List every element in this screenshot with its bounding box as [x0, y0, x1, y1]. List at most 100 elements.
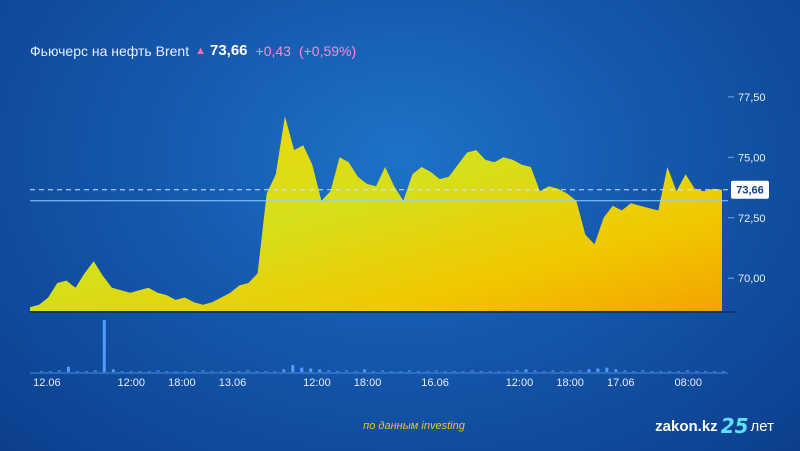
volume-bar [174, 371, 178, 372]
volume-bar [318, 369, 322, 372]
volume-bar [354, 371, 358, 372]
volume-bar [66, 366, 70, 372]
y-axis: 70,00 72,50 75,00 77,50 [728, 92, 766, 285]
volume-bar [282, 369, 286, 372]
volume-bar [389, 371, 393, 372]
volume-bar [479, 371, 483, 372]
volume-bar [407, 370, 411, 372]
volume-bar [614, 369, 618, 372]
volume-bar [40, 371, 43, 372]
volume-bar [470, 370, 474, 372]
volume-bar [291, 365, 295, 372]
x-tick-label: 12:00 [506, 377, 534, 389]
volume-bar [668, 371, 672, 372]
volume-bar [632, 371, 636, 372]
volume-bar [398, 371, 402, 372]
volume-bar [309, 368, 313, 372]
volume-bar [443, 371, 447, 372]
volume-bar [695, 371, 699, 372]
volume-bar [111, 369, 115, 372]
x-tick-label: 08:00 [674, 377, 702, 389]
volume-bar [210, 371, 214, 372]
volume-bar [219, 371, 223, 372]
volume-bar [300, 367, 304, 372]
logo: zakon.kz 25 лет [655, 414, 774, 438]
volume-bar [84, 371, 88, 372]
x-tick-label: 12.06 [33, 377, 61, 389]
volume-bar [165, 371, 169, 372]
price-area [30, 116, 735, 313]
volume-bar [183, 371, 187, 372]
price-area-fill [30, 116, 722, 312]
y-tick-label: 77,50 [738, 92, 766, 104]
volume-bar [686, 370, 690, 372]
y-tick-label: 70,00 [738, 273, 766, 285]
price-change: +0,43 [255, 42, 291, 59]
volume-bar [264, 371, 268, 372]
volume-bar [578, 370, 582, 372]
logo-suffix: лет [750, 417, 774, 435]
volume-bar [363, 369, 367, 372]
volume-bar [461, 371, 465, 372]
y-tick-label: 75,00 [738, 152, 766, 164]
volume-bar [524, 369, 528, 372]
volume-bar [336, 371, 340, 372]
logo-text: zakon.kz [655, 417, 718, 435]
volume-bar [722, 371, 725, 372]
price-change-percent: (+0,59%) [298, 42, 357, 59]
volume-bar [488, 371, 492, 372]
volume-bar [542, 371, 546, 372]
y-tick-label: 72,50 [738, 213, 766, 225]
volume-bar [641, 370, 645, 372]
volume-bars [30, 320, 728, 374]
volume-bar [650, 371, 654, 372]
volume-bar [677, 371, 681, 372]
logo-anniversary-number: 25 [720, 414, 749, 438]
volume-bar [659, 371, 663, 372]
volume-bar [147, 371, 151, 372]
x-tick-label: 13.06 [219, 377, 247, 389]
volume-bar [255, 371, 259, 372]
current-price: 73,66 [209, 42, 248, 59]
volume-bar [228, 371, 232, 372]
volume-bar [246, 370, 250, 372]
volume-bar [327, 370, 331, 372]
x-tick-label: 12:00 [303, 377, 331, 389]
current-price-marker: 73,66 [30, 180, 769, 202]
current-price-label: 73,66 [736, 185, 764, 197]
volume-bar [623, 370, 627, 372]
x-tick-label: 17.06 [607, 377, 635, 389]
x-axis: 12.06 12:00 18:00 13.06 12:00 18:00 16.06 12:00… [33, 377, 702, 389]
volume-bar [551, 370, 555, 372]
volume-bar [57, 370, 61, 372]
volume-bar [273, 371, 277, 372]
volume-bar [201, 370, 205, 372]
volume-bar [192, 371, 196, 372]
volume-bar [425, 371, 429, 372]
volume-bar [372, 371, 376, 372]
x-tick-label: 18:00 [168, 377, 196, 389]
volume-bar [497, 371, 501, 372]
volume-bar [93, 370, 97, 372]
volume-bar [434, 370, 438, 372]
chart-title: Фьючерс на нефть Brent [30, 42, 190, 59]
volume-bar [704, 371, 708, 372]
volume-bar [713, 371, 717, 372]
x-tick-label: 18:00 [556, 377, 584, 389]
volume-bar [596, 368, 600, 372]
data-source-note: по данным investing [363, 420, 465, 432]
volume-bar [102, 320, 106, 372]
volume-bar [120, 371, 124, 372]
x-tick-label: 12:00 [118, 377, 146, 389]
volume-bar [345, 370, 349, 372]
volume-bar [129, 371, 133, 372]
volume-bar [515, 370, 519, 372]
volume-bar [48, 371, 52, 372]
volume-bar [416, 371, 420, 372]
volume-bar [156, 370, 160, 372]
x-tick-label: 18:00 [354, 377, 382, 389]
volume-bar [569, 371, 573, 372]
volume-bar [533, 370, 537, 372]
volume-bar [587, 369, 591, 372]
